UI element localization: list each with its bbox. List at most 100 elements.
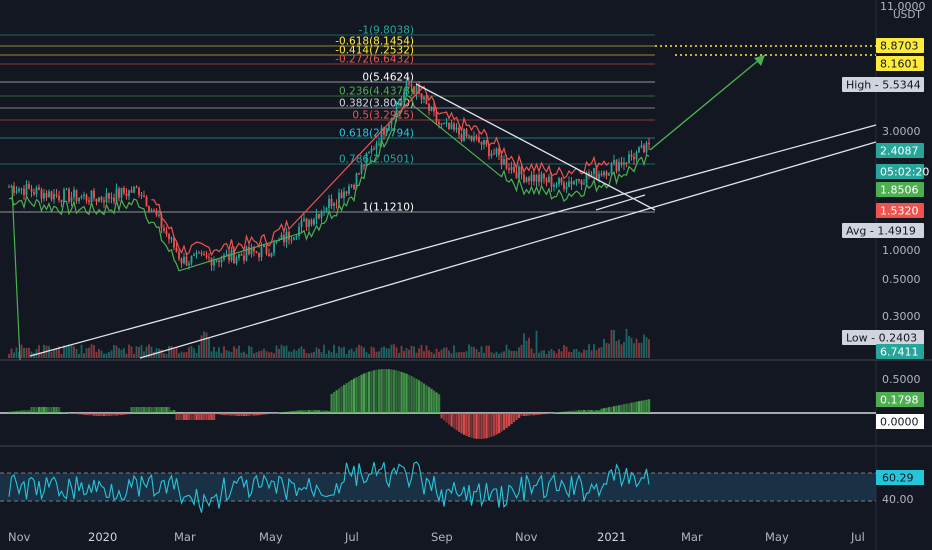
macd-bar — [598, 410, 601, 413]
candle-body — [103, 200, 105, 203]
volume-bar — [433, 353, 435, 358]
macd-bar — [375, 369, 378, 413]
macd-bar — [240, 413, 243, 416]
macd-bar — [645, 399, 648, 413]
candle-body — [365, 153, 368, 167]
candle-body — [85, 194, 88, 201]
macd-bar — [143, 407, 146, 413]
candle-body — [250, 247, 253, 255]
macd-bar — [315, 410, 318, 413]
candle-body — [598, 173, 600, 179]
time-axis-label: Mar — [681, 530, 703, 544]
volume-bar — [615, 341, 618, 358]
candle-body — [310, 220, 313, 225]
candle-body — [235, 257, 238, 264]
candle-body — [588, 172, 590, 176]
macd-bar — [233, 413, 236, 416]
volume-bar — [415, 352, 418, 358]
macd-bar — [180, 413, 183, 420]
macd-bar — [365, 372, 368, 413]
macd-bar — [325, 410, 328, 413]
volume-bar — [438, 351, 440, 358]
volume-bar — [163, 353, 165, 358]
candle-body — [488, 144, 490, 157]
volume-bar — [528, 337, 530, 358]
trend-lines[interactable] — [29, 54, 877, 359]
macd-bar — [448, 413, 451, 425]
price-scale[interactable]: USDT 11.0000 3.0000 1.0000 0.5000 0.3000… — [880, 0, 926, 506]
volume-bar — [430, 352, 433, 358]
candle-body — [548, 176, 550, 183]
volume-bar — [583, 349, 585, 358]
volume-bar — [253, 353, 255, 358]
volume-bar — [228, 351, 230, 358]
candle-body — [460, 134, 463, 141]
volume-bar — [215, 351, 218, 358]
candle-body — [453, 123, 455, 130]
volume-bar — [353, 351, 355, 358]
macd-bar — [53, 407, 56, 413]
macd-bar — [575, 410, 578, 413]
macd-bar — [633, 402, 636, 413]
candle-body — [430, 106, 433, 111]
volume-bar — [325, 353, 328, 358]
macd-bar — [185, 413, 188, 420]
price-tag-text: 8.8703 — [880, 40, 919, 53]
macd-bar — [403, 372, 406, 413]
macd-bar — [615, 405, 618, 413]
candle-body — [188, 263, 190, 266]
volume-bar — [298, 348, 300, 358]
fib-retracement[interactable]: -1(9.8038)-0.618(8.1454)-0.414(7.2532)-0… — [0, 25, 876, 214]
candle-body — [298, 226, 300, 237]
volume-bar — [345, 353, 348, 358]
macd-bar — [130, 407, 133, 413]
volume-bar — [95, 351, 98, 358]
macd-bar — [290, 411, 293, 413]
candle-body — [610, 163, 613, 174]
candles — [8, 78, 650, 272]
macd-bar — [335, 390, 338, 413]
candle-body — [218, 260, 220, 263]
volume-bar — [620, 344, 623, 358]
macd-bar — [383, 369, 386, 413]
macd-bar — [120, 413, 123, 416]
price-tag-text: High - 5.5344 — [846, 79, 921, 92]
macd-bar — [253, 413, 256, 416]
rsi-line — [8, 461, 650, 513]
candle-body — [270, 252, 273, 257]
candle-body — [68, 189, 70, 202]
candle-body — [123, 187, 125, 194]
macd-bar — [203, 413, 206, 420]
macd-bar — [483, 413, 486, 439]
volume-bar — [305, 352, 308, 358]
macd-bar — [450, 413, 453, 427]
macd-bar — [193, 413, 196, 420]
volume-bar — [58, 346, 60, 358]
macd-bar — [205, 413, 208, 420]
volume-bar — [605, 342, 608, 358]
volume-bar — [638, 342, 640, 358]
volume-bar — [368, 353, 370, 358]
volume-bar — [23, 347, 25, 358]
volume-bar — [138, 347, 140, 358]
volume-bar — [465, 351, 468, 358]
candle-body — [545, 178, 548, 183]
macd-bar — [380, 369, 383, 413]
volume-bar — [483, 352, 485, 358]
volume-bar — [65, 345, 68, 358]
macd-bar — [38, 407, 41, 413]
candle-body — [583, 183, 585, 185]
macd-bar — [413, 377, 416, 413]
candle-body — [318, 213, 320, 218]
time-axis[interactable]: Nov 2020 Mar May Jul Sep Nov 2021 Mar May Jul — [8, 530, 865, 544]
volume-bar — [525, 340, 528, 358]
volume-bar — [455, 352, 458, 358]
macd-bar — [138, 407, 141, 413]
macd-bar — [200, 413, 203, 420]
macd-bar — [323, 410, 326, 413]
volume-bar — [498, 353, 500, 358]
volume-bar — [383, 346, 385, 358]
macd-bar — [273, 413, 276, 414]
volume-bar — [418, 348, 420, 358]
